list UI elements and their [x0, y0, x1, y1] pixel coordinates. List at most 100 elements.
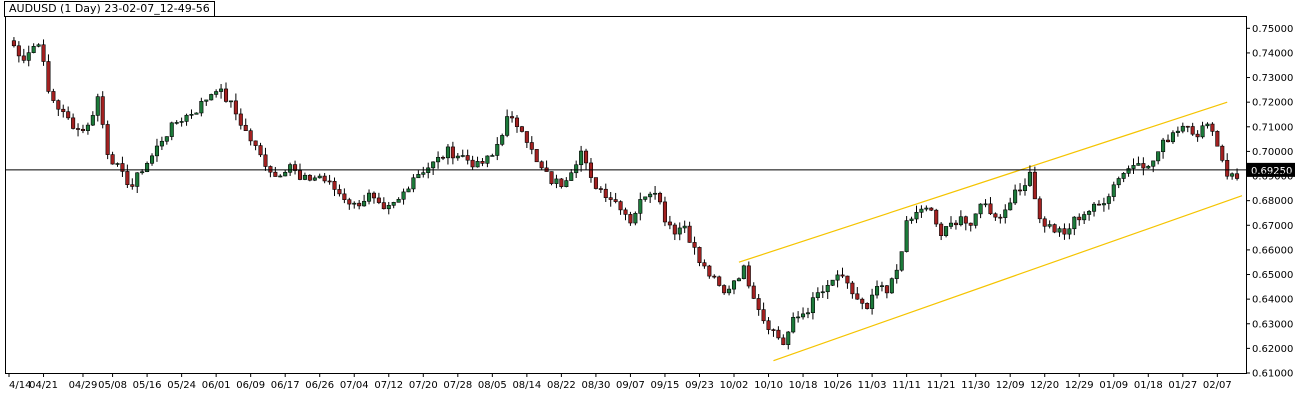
candle [682, 220, 687, 234]
candle-body [1141, 163, 1146, 169]
candle [584, 148, 589, 170]
candle [327, 174, 332, 185]
candle [46, 54, 51, 94]
candle-body [431, 161, 436, 169]
candle-body [194, 112, 199, 115]
candle-body [623, 209, 628, 215]
x-tick-label: 12/20 [1030, 380, 1059, 391]
x-tick-label: 10/18 [789, 380, 818, 391]
x-tick-label: 05/16 [133, 380, 162, 391]
candle [850, 280, 855, 299]
candle-body [845, 275, 850, 284]
candle-body [253, 140, 258, 146]
candle [618, 200, 623, 215]
horizontal-price-line: 0.69250 [5, 162, 1295, 177]
candle [529, 136, 534, 155]
candle-body [283, 171, 288, 177]
candle [1047, 220, 1052, 229]
candle-body [480, 161, 485, 164]
candle-body [904, 220, 909, 252]
candle-body [342, 193, 347, 200]
candle-body [455, 155, 460, 159]
y-tick-label: 0.63000 [1252, 319, 1293, 330]
candle-body [524, 131, 529, 143]
candle-body [61, 108, 66, 113]
candle [929, 207, 934, 212]
candle [1195, 130, 1200, 142]
candle-body [90, 115, 95, 126]
candle-body [608, 197, 613, 200]
x-tick-label: 11/21 [927, 380, 956, 391]
candle-body [1161, 139, 1166, 153]
candle [791, 312, 796, 334]
candle-body [401, 191, 406, 200]
x-tick-label: 05/24 [167, 380, 196, 391]
candle-body [1042, 218, 1047, 227]
candle-body [66, 111, 71, 119]
candle [781, 334, 786, 346]
candle [490, 153, 495, 157]
candle [924, 205, 929, 212]
candle-body [712, 275, 717, 278]
candle-body [554, 178, 559, 184]
candle-body [791, 316, 796, 333]
candle [751, 282, 756, 300]
candle [879, 281, 884, 292]
candle [228, 100, 233, 108]
candle-body [164, 136, 169, 142]
candle-body [376, 197, 381, 203]
candle-body [894, 269, 899, 279]
x-tick-label: 09/15 [651, 380, 680, 391]
candle-body [140, 171, 145, 174]
candle [756, 294, 761, 316]
candle [549, 171, 554, 186]
candle-body [263, 154, 268, 167]
candle-body [884, 285, 889, 294]
candle [1126, 165, 1131, 177]
candle [988, 197, 993, 216]
candle-body [204, 99, 209, 102]
candle [648, 191, 653, 203]
x-tick-label: 07/04 [340, 380, 369, 391]
candle [919, 205, 924, 218]
candle-body [100, 96, 105, 125]
candle-body [51, 91, 56, 101]
candle-body [1077, 216, 1082, 221]
candle-body [820, 291, 825, 294]
y-tick-label: 0.69000 [1252, 172, 1293, 183]
candle-body [120, 163, 125, 172]
candle [233, 93, 238, 121]
candle [386, 201, 391, 215]
candle-body [1116, 178, 1121, 186]
candle-body [825, 284, 830, 293]
candle [1225, 153, 1230, 180]
candle [317, 173, 322, 179]
candle-body [110, 154, 115, 165]
candle-body [278, 175, 283, 178]
candle-body [268, 166, 273, 173]
candle [455, 153, 460, 161]
candle [51, 88, 56, 103]
candle [1013, 184, 1018, 205]
candle [268, 165, 273, 178]
candle-body [31, 46, 36, 53]
chart-title: AUDUSD (1 Day) 23-02-07_12-49-56 [4, 1, 215, 17]
candle [322, 173, 327, 184]
candle-body [490, 155, 495, 157]
candle [579, 145, 584, 172]
candle-body [1003, 209, 1008, 218]
candle [761, 302, 766, 324]
candle-body [1235, 173, 1240, 179]
candle-body [41, 44, 46, 62]
candle [944, 226, 949, 238]
candle-body [1136, 163, 1141, 166]
candle-body [628, 214, 633, 224]
candle-body [1032, 171, 1037, 200]
candle-body [657, 192, 663, 203]
candle-body [238, 113, 243, 126]
candle-body [731, 280, 737, 290]
candle-body [322, 175, 327, 182]
candle-body [860, 298, 865, 304]
candle [875, 280, 880, 299]
